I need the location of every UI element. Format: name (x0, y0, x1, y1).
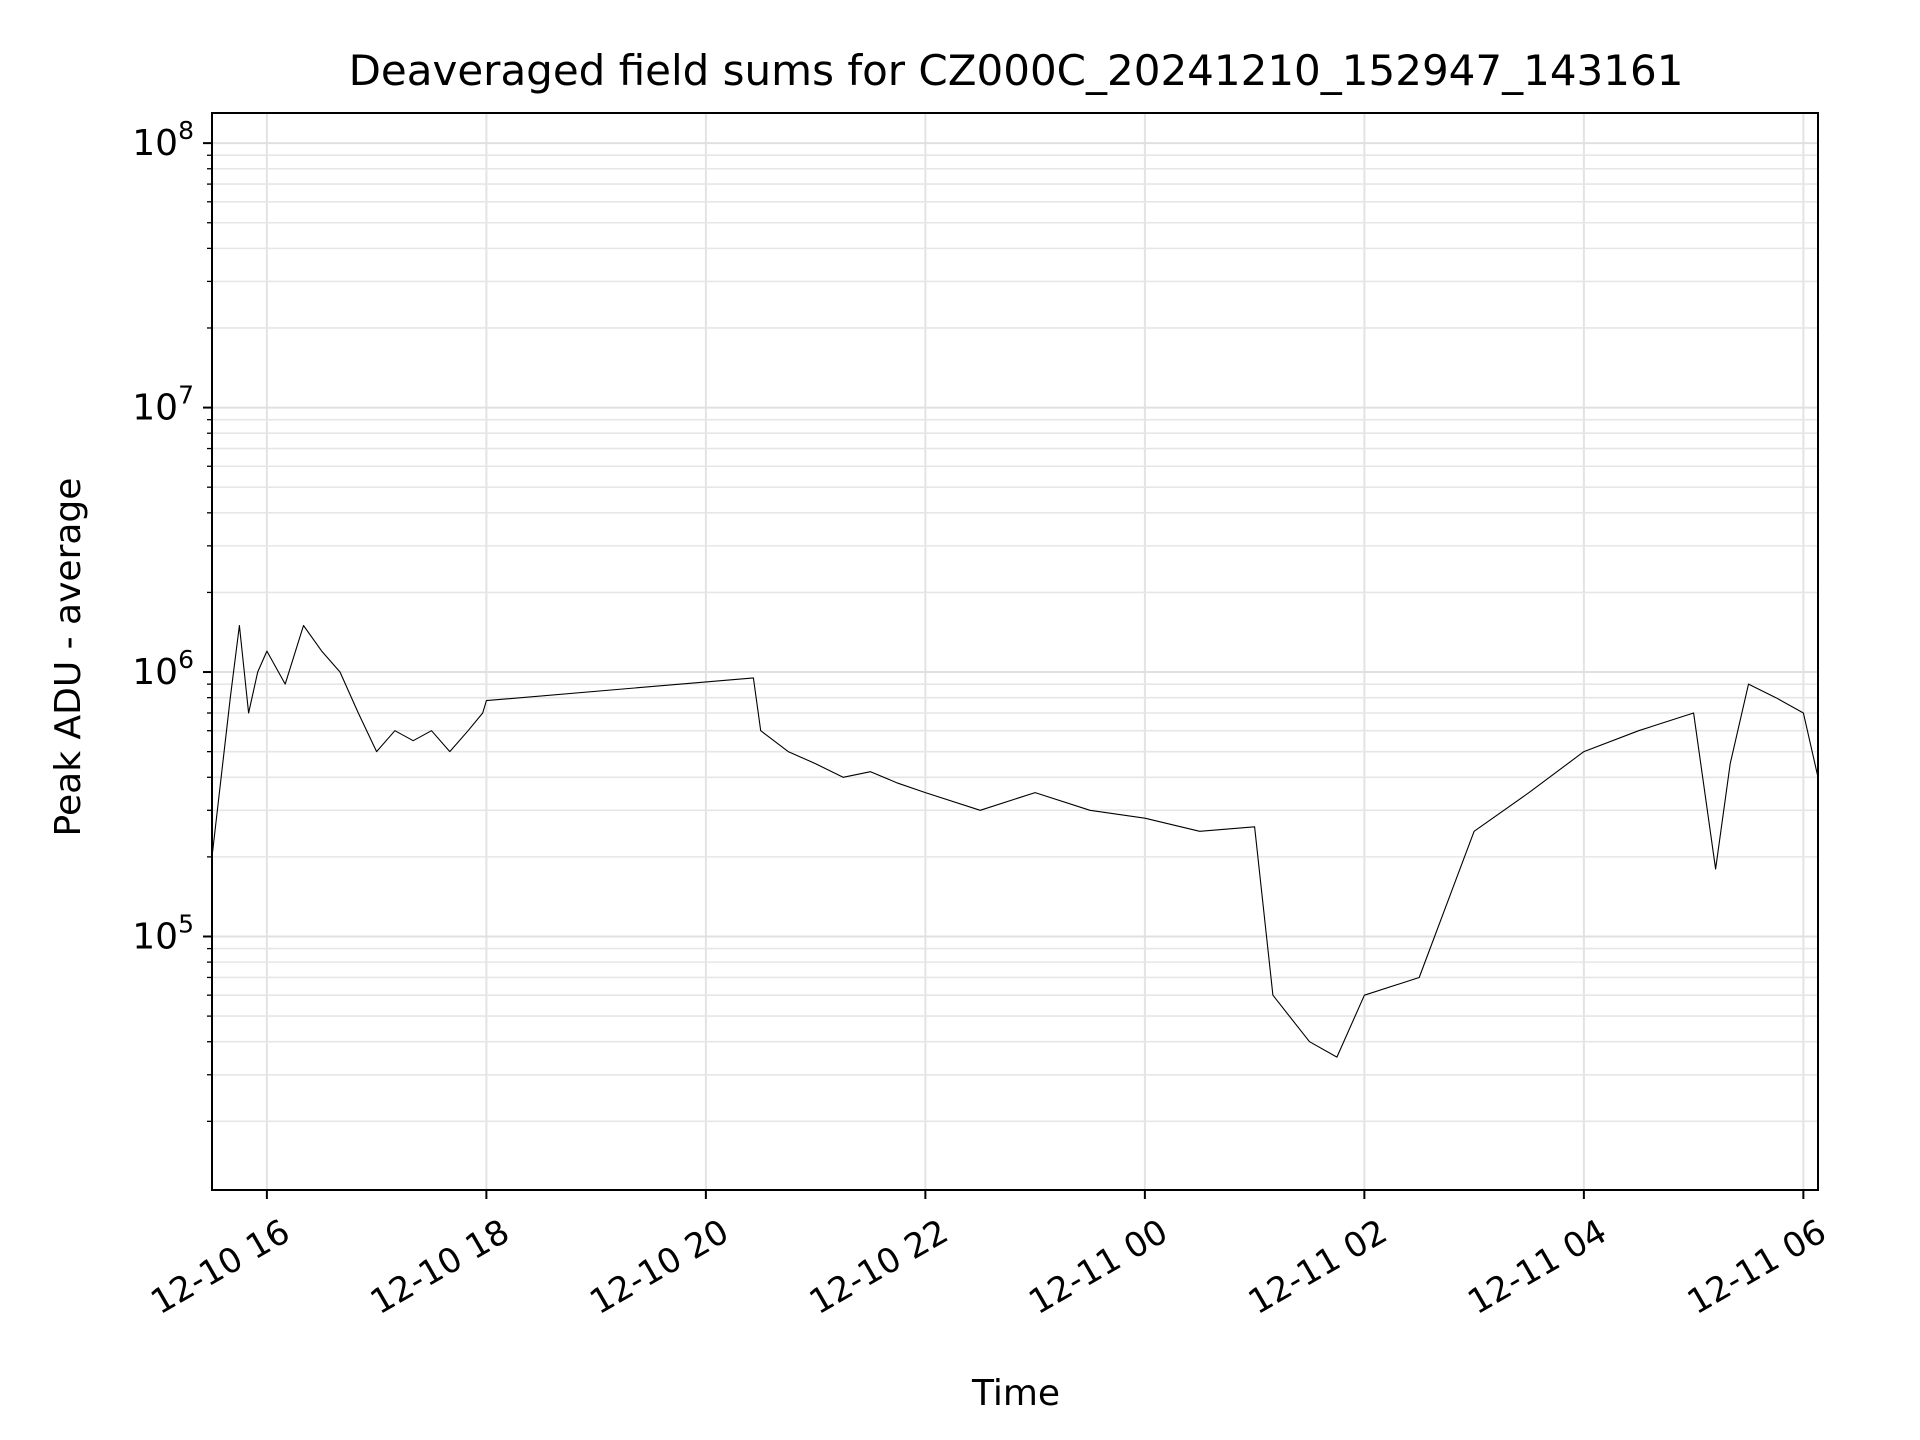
y-tick-label: 107 (132, 381, 194, 429)
chart-title: Deaveraged field sums for CZ000C_2024121… (349, 46, 1684, 95)
grid (212, 113, 1818, 1190)
x-axis-label: Time (971, 1373, 1060, 1414)
plot-area (211, 624, 1819, 1058)
y-axis-label: Peak ADU - average (48, 478, 89, 837)
y-tick-label: 105 (132, 909, 194, 957)
plot-frame (211, 112, 1819, 1191)
y-tick-label: 106 (132, 645, 194, 693)
y-axis: 105 106 107 108 (132, 116, 212, 1122)
series-line (211, 624, 1819, 1058)
y-tick-label: 108 (132, 116, 194, 164)
